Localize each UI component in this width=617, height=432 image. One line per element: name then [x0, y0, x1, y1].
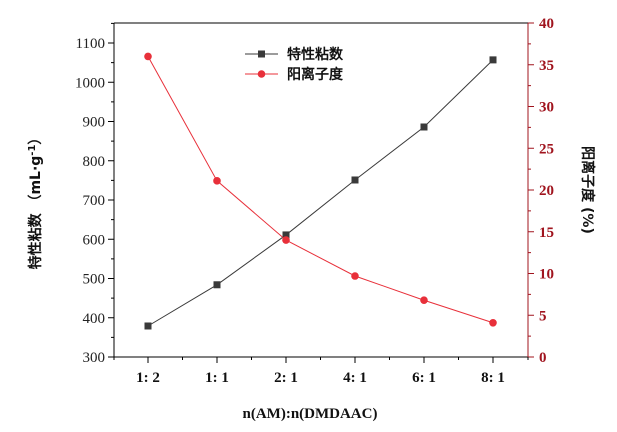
left-y-axis: 300 400 500 600 700 800 900 1000 1100 [75, 22, 115, 366]
right-tick-label: 0 [539, 350, 547, 366]
svg-text:阳离子度 (%): 阳离子度 (%) [579, 146, 596, 234]
right-tick-label: 5 [539, 308, 547, 324]
series-cationic-degree [144, 52, 497, 327]
series-line [147, 59, 494, 327]
legend: 特性粘数 阳离子度 [245, 46, 344, 83]
right-tick-label: 35 [539, 58, 554, 74]
square-marker-icon [282, 231, 290, 239]
legend-item-cationic-degree: 阳离子度 [245, 66, 344, 83]
right-y-axis-title: 阳离子度 (%) [579, 146, 596, 234]
left-tick-label: 400 [83, 311, 106, 327]
series-layer [144, 52, 497, 330]
circle-marker-icon [213, 177, 221, 185]
left-tick-label: 900 [83, 115, 106, 131]
left-tick-label: 800 [83, 154, 106, 170]
x-tick-label: 1: 2 [136, 370, 160, 386]
x-tick-label: 4: 1 [343, 370, 367, 386]
legend-item-intrinsic-viscosity: 特性粘数 [245, 46, 344, 63]
circle-marker-icon [420, 296, 428, 305]
series-intrinsic-viscosity [144, 56, 497, 330]
right-tick-label: 10 [539, 267, 554, 283]
circle-marker-icon [489, 318, 497, 327]
left-tick-label: 1000 [75, 75, 105, 91]
left-tick-label: 600 [83, 232, 106, 248]
left-tick-label: 300 [83, 350, 106, 366]
right-tick-label: 15 [539, 225, 554, 241]
square-marker-icon [258, 50, 265, 58]
circle-marker-icon [282, 236, 290, 244]
right-tick-label: 40 [539, 16, 554, 32]
square-marker-icon [351, 176, 359, 184]
left-y-axis-title: 特性粘数 （mL·g-1） [27, 131, 44, 270]
circle-marker-icon [257, 70, 266, 78]
series-line [147, 56, 494, 324]
x-tick-label: 6: 1 [412, 370, 436, 386]
x-tick-label: 8: 1 [481, 370, 505, 386]
square-marker-icon [420, 123, 428, 131]
circle-marker-icon [144, 52, 152, 61]
x-tick-label: 2: 1 [274, 370, 298, 386]
x-axis-title: n(AM):n(DMDAAC) [243, 406, 378, 422]
right-y-axis: 0 5 10 15 20 25 30 35 40 [527, 16, 554, 366]
ylabel-text: 特性粘数 [27, 212, 44, 269]
ylabel-close: ） [28, 131, 44, 145]
ylabel-unit: （mL·g [28, 156, 44, 209]
square-marker-icon [213, 281, 221, 289]
x-tick-label: 1: 1 [205, 370, 229, 386]
right-tick-label: 30 [539, 100, 554, 116]
left-tick-label: 1100 [76, 36, 105, 52]
right-tick-label: 25 [539, 141, 554, 157]
left-tick-label: 700 [83, 193, 106, 209]
legend-label: 阳离子度 [287, 66, 344, 83]
square-marker-icon [144, 322, 152, 330]
x-axis: 1: 2 1: 1 2: 1 4: 1 6: 1 8: 1 [113, 357, 529, 386]
right-tick-label: 20 [539, 183, 554, 199]
circle-marker-icon [351, 272, 359, 280]
svg-text:特性粘数 （mL·g-1）: 特性粘数 （mL·g-1） [27, 131, 44, 270]
square-marker-icon [489, 56, 497, 64]
ylabel-superscript: -1 [27, 145, 38, 156]
legend-label: 特性粘数 [287, 46, 344, 63]
left-tick-label: 500 [83, 272, 106, 288]
